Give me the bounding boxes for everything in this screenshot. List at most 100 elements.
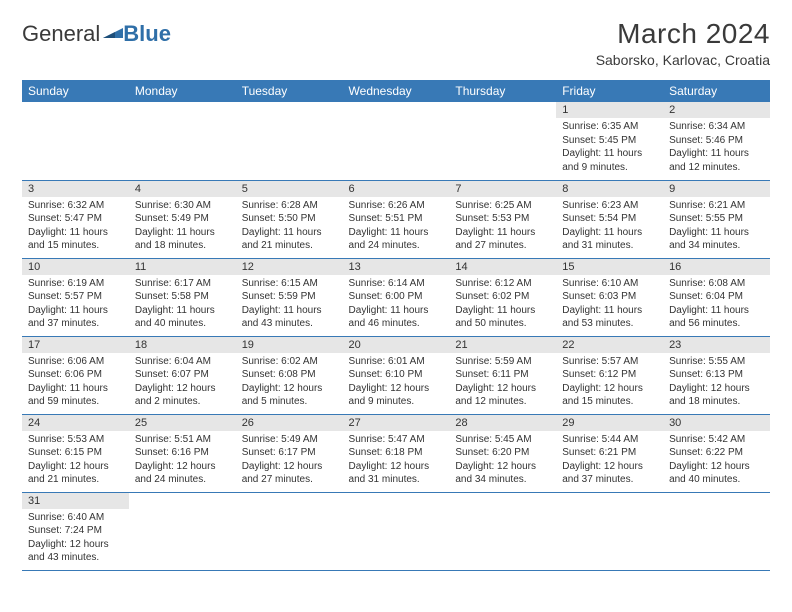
day-number: 5 [236,181,343,197]
day-number: 4 [129,181,236,197]
sunset-line: Sunset: 5:54 PM [562,212,657,226]
sunset-line: Sunset: 6:04 PM [669,290,764,304]
daylight-line: Daylight: 11 hours and 18 minutes. [135,226,230,253]
logo: General Blue [22,18,171,50]
day-details: Sunrise: 5:42 AMSunset: 6:22 PMDaylight:… [663,431,770,491]
day-number: 15 [556,259,663,275]
sunrise-line: Sunrise: 6:15 AM [242,277,337,291]
sunrise-line: Sunrise: 6:04 AM [135,355,230,369]
day-details: Sunrise: 6:30 AMSunset: 5:49 PMDaylight:… [129,197,236,257]
day-details: Sunrise: 6:10 AMSunset: 6:03 PMDaylight:… [556,275,663,335]
sunset-line: Sunset: 5:45 PM [562,134,657,148]
sunrise-line: Sunrise: 6:23 AM [562,199,657,213]
calendar-day-cell: 6Sunrise: 6:26 AMSunset: 5:51 PMDaylight… [343,180,450,258]
day-details: Sunrise: 5:47 AMSunset: 6:18 PMDaylight:… [343,431,450,491]
calendar-row: 1Sunrise: 6:35 AMSunset: 5:45 PMDaylight… [22,102,770,180]
calendar-empty-cell [236,492,343,570]
sunrise-line: Sunrise: 6:12 AM [455,277,550,291]
calendar-empty-cell [449,492,556,570]
day-number: 19 [236,337,343,353]
calendar-day-cell: 10Sunrise: 6:19 AMSunset: 5:57 PMDayligh… [22,258,129,336]
day-details: Sunrise: 5:57 AMSunset: 6:12 PMDaylight:… [556,353,663,413]
day-details: Sunrise: 6:19 AMSunset: 5:57 PMDaylight:… [22,275,129,335]
daylight-line: Daylight: 12 hours and 21 minutes. [28,460,123,487]
day-number: 28 [449,415,556,431]
sunset-line: Sunset: 6:13 PM [669,368,764,382]
sunrise-line: Sunrise: 6:14 AM [349,277,444,291]
sunrise-line: Sunrise: 6:01 AM [349,355,444,369]
calendar-day-cell: 20Sunrise: 6:01 AMSunset: 6:10 PMDayligh… [343,336,450,414]
sunset-line: Sunset: 5:51 PM [349,212,444,226]
daylight-line: Daylight: 12 hours and 37 minutes. [562,460,657,487]
calendar-day-cell: 25Sunrise: 5:51 AMSunset: 6:16 PMDayligh… [129,414,236,492]
daylight-line: Daylight: 11 hours and 27 minutes. [455,226,550,253]
day-details: Sunrise: 5:53 AMSunset: 6:15 PMDaylight:… [22,431,129,491]
sunrise-line: Sunrise: 6:35 AM [562,120,657,134]
daylight-line: Daylight: 12 hours and 27 minutes. [242,460,337,487]
sunset-line: Sunset: 5:50 PM [242,212,337,226]
calendar-day-cell: 27Sunrise: 5:47 AMSunset: 6:18 PMDayligh… [343,414,450,492]
sunrise-line: Sunrise: 5:42 AM [669,433,764,447]
calendar-empty-cell [129,102,236,180]
daylight-line: Daylight: 11 hours and 46 minutes. [349,304,444,331]
day-number: 29 [556,415,663,431]
day-details: Sunrise: 5:45 AMSunset: 6:20 PMDaylight:… [449,431,556,491]
sunrise-line: Sunrise: 5:59 AM [455,355,550,369]
daylight-line: Daylight: 11 hours and 15 minutes. [28,226,123,253]
calendar-row: 3Sunrise: 6:32 AMSunset: 5:47 PMDaylight… [22,180,770,258]
day-number: 27 [343,415,450,431]
sunset-line: Sunset: 6:11 PM [455,368,550,382]
day-details: Sunrise: 6:06 AMSunset: 6:06 PMDaylight:… [22,353,129,413]
calendar-day-cell: 16Sunrise: 6:08 AMSunset: 6:04 PMDayligh… [663,258,770,336]
sunset-line: Sunset: 6:21 PM [562,446,657,460]
daylight-line: Daylight: 12 hours and 18 minutes. [669,382,764,409]
daylight-line: Daylight: 12 hours and 12 minutes. [455,382,550,409]
calendar-empty-cell [236,102,343,180]
calendar-day-cell: 17Sunrise: 6:06 AMSunset: 6:06 PMDayligh… [22,336,129,414]
day-details: Sunrise: 6:04 AMSunset: 6:07 PMDaylight:… [129,353,236,413]
day-details: Sunrise: 6:35 AMSunset: 5:45 PMDaylight:… [556,118,663,178]
weekday-header: Saturday [663,80,770,102]
sunset-line: Sunset: 6:02 PM [455,290,550,304]
sunrise-line: Sunrise: 6:08 AM [669,277,764,291]
calendar-day-cell: 13Sunrise: 6:14 AMSunset: 6:00 PMDayligh… [343,258,450,336]
title-block: March 2024 Saborsko, Karlovac, Croatia [596,18,770,68]
sunset-line: Sunset: 5:59 PM [242,290,337,304]
day-number: 12 [236,259,343,275]
daylight-line: Daylight: 12 hours and 43 minutes. [28,538,123,565]
page-header: General Blue March 2024 Saborsko, Karlov… [22,18,770,68]
calendar-table: SundayMondayTuesdayWednesdayThursdayFrid… [22,80,770,571]
day-details: Sunrise: 6:40 AMSunset: 7:24 PMDaylight:… [22,509,129,569]
sunset-line: Sunset: 5:55 PM [669,212,764,226]
day-number: 21 [449,337,556,353]
sunrise-line: Sunrise: 6:21 AM [669,199,764,213]
day-details: Sunrise: 6:08 AMSunset: 6:04 PMDaylight:… [663,275,770,335]
calendar-day-cell: 15Sunrise: 6:10 AMSunset: 6:03 PMDayligh… [556,258,663,336]
daylight-line: Daylight: 11 hours and 12 minutes. [669,147,764,174]
day-number: 3 [22,181,129,197]
calendar-empty-cell [343,102,450,180]
day-number: 22 [556,337,663,353]
sunrise-line: Sunrise: 6:06 AM [28,355,123,369]
sunset-line: Sunset: 5:46 PM [669,134,764,148]
calendar-day-cell: 26Sunrise: 5:49 AMSunset: 6:17 PMDayligh… [236,414,343,492]
daylight-line: Daylight: 11 hours and 53 minutes. [562,304,657,331]
day-details: Sunrise: 6:02 AMSunset: 6:08 PMDaylight:… [236,353,343,413]
calendar-day-cell: 19Sunrise: 6:02 AMSunset: 6:08 PMDayligh… [236,336,343,414]
day-number: 31 [22,493,129,509]
calendar-day-cell: 28Sunrise: 5:45 AMSunset: 6:20 PMDayligh… [449,414,556,492]
sunset-line: Sunset: 6:07 PM [135,368,230,382]
day-number: 7 [449,181,556,197]
sunrise-line: Sunrise: 6:26 AM [349,199,444,213]
calendar-row: 10Sunrise: 6:19 AMSunset: 5:57 PMDayligh… [22,258,770,336]
calendar-empty-cell [556,492,663,570]
sunrise-line: Sunrise: 5:51 AM [135,433,230,447]
day-details: Sunrise: 6:15 AMSunset: 5:59 PMDaylight:… [236,275,343,335]
day-details: Sunrise: 5:59 AMSunset: 6:11 PMDaylight:… [449,353,556,413]
sunrise-line: Sunrise: 6:40 AM [28,511,123,525]
location-text: Saborsko, Karlovac, Croatia [596,52,770,68]
sunset-line: Sunset: 6:00 PM [349,290,444,304]
day-details: Sunrise: 6:26 AMSunset: 5:51 PMDaylight:… [343,197,450,257]
daylight-line: Daylight: 12 hours and 5 minutes. [242,382,337,409]
day-details: Sunrise: 6:34 AMSunset: 5:46 PMDaylight:… [663,118,770,178]
